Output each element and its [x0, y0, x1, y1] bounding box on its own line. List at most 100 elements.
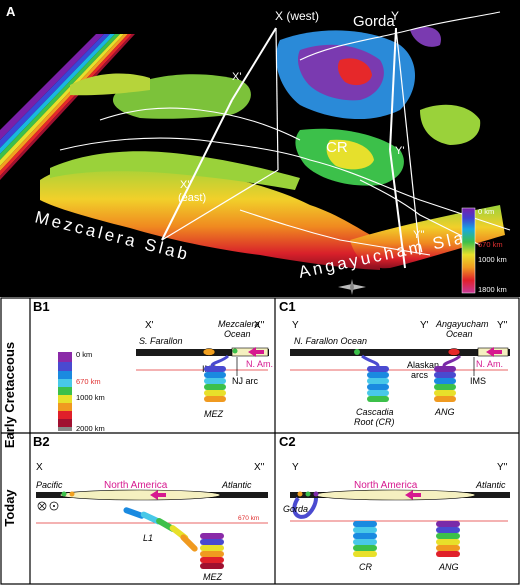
c2-north-america: North America [354, 480, 418, 491]
section-x-lower-line [161, 99, 233, 241]
c2-ang-slab [436, 521, 460, 557]
label-x-dprime: X'' [180, 179, 192, 191]
c1-ims: IMS [470, 376, 486, 386]
panel-b1-depth-scale: 0 km 670 km 1000 km 2000 km [58, 350, 105, 433]
section-lines [161, 27, 421, 269]
b1-ins-arc [202, 348, 216, 356]
b1-n-am: N. Am. [246, 359, 273, 369]
b1-mez: MEZ [204, 409, 224, 419]
northern-blob [420, 104, 481, 145]
b1-s-farallon: S. Farallon [139, 336, 183, 346]
c2-cr-slab [353, 521, 377, 557]
label-y: Y [391, 9, 399, 23]
b1-end-left: X' [145, 320, 154, 331]
b2-end-right: X'' [254, 462, 265, 473]
b1-scale-670km: 670 km [76, 377, 101, 386]
scale-0km: 0 km [478, 207, 494, 216]
panel-a-depth-scale: 0 km 670 km 1000 km 1800 km [461, 207, 507, 294]
rainbow-stripe [0, 34, 135, 180]
scale-670km: 670 km [478, 240, 503, 249]
c2-cr: CR [359, 562, 372, 572]
scale-1000km: 1000 km [478, 255, 507, 264]
c1-angayucham-2: Ocean [446, 329, 473, 339]
b1-scale-1000km: 1000 km [76, 393, 105, 402]
b2-670km: 670 km [238, 515, 259, 522]
side-label-early: Early Cretaceous [2, 342, 17, 448]
panel-c2: C2 Y Y'' North America Atlantic Gorda CR [279, 434, 510, 572]
section-x-line [231, 27, 277, 101]
b2-mez-slab [200, 533, 224, 569]
c1-n-am: N. Am. [476, 359, 503, 369]
label-cr: CR [326, 139, 348, 156]
c1-angayucham-1: Angayucham [435, 319, 489, 329]
gorda-purple [410, 26, 441, 47]
c1-cascadia-1: Cascadia [356, 407, 394, 417]
b2-atlantic: Atlantic [221, 480, 252, 490]
section-y-lower-line [389, 149, 406, 269]
c1-green-mark [354, 349, 360, 355]
c1-ang-slab [434, 354, 462, 402]
c2-continent [314, 489, 476, 501]
b2-plate-motion-icons [37, 501, 59, 511]
c2-arrow-icon [405, 490, 413, 500]
b1-arrow-icon [248, 347, 256, 357]
section-x-vertical [275, 27, 279, 171]
panel-b2: B2 X X'' Pacific North America Atlantic … [33, 434, 268, 582]
b1-nj-arc-mark [232, 348, 238, 354]
b2-l1: L1 [143, 533, 153, 543]
section-y-line [389, 27, 397, 151]
panel-c1-label: C1 [279, 299, 296, 314]
section-x-base [161, 169, 279, 241]
b1-mez-slab [204, 354, 230, 402]
cr-core [326, 139, 374, 170]
c1-oceanic-plate [290, 349, 510, 356]
c1-alaskan-2: arcs [411, 370, 429, 380]
label-y-dprime: Y'' [413, 229, 425, 241]
c1-n-farallon: N. Farallon Ocean [294, 336, 367, 346]
b1-scale-2000km: 2000 km [76, 424, 105, 433]
b2-arrow-icon [150, 490, 158, 500]
b2-mez: MEZ [203, 572, 223, 582]
panel-b1: B1 0 km 670 km 1000 km 2000 km X' X'' S.… [33, 299, 273, 433]
panel-b2-label: B2 [33, 434, 50, 449]
label-east: (east) [178, 192, 206, 204]
label-x-prime: X' [232, 71, 241, 83]
b1-oceanic-plate [136, 349, 269, 356]
c1-end-mid: Y' [420, 320, 429, 331]
c1-arrow-icon [486, 347, 494, 357]
c1-end-right: Y'' [497, 320, 508, 331]
label-y-prime: Y' [395, 145, 404, 157]
panel-b1-label: B1 [33, 299, 50, 314]
label-gorda: Gorda [353, 13, 395, 30]
c1-cascadia-slab [361, 354, 389, 402]
b1-end-right: X'' [254, 320, 265, 331]
b2-continent [59, 489, 221, 501]
c2-end-left: Y [292, 462, 299, 473]
b2-north-america: North America [104, 480, 168, 491]
c1-ang: ANG [434, 407, 455, 417]
c1-cascadia-2: Root (CR) [354, 417, 395, 427]
b1-mezcalera-2: Ocean [224, 329, 251, 339]
scale-1800km: 1800 km [478, 285, 507, 294]
b2-end-left: X [36, 462, 43, 473]
c2-end-right: Y'' [497, 462, 508, 473]
c2-atlantic: Atlantic [475, 480, 506, 490]
section-y-outer [395, 27, 421, 256]
c1-alaskan-arc [447, 348, 461, 356]
c2-ang: ANG [438, 562, 459, 572]
panel-a-label: A [6, 4, 16, 19]
western-slab-shape [70, 73, 150, 96]
side-label-today: Today [2, 489, 17, 527]
panel-frames [0, 297, 520, 585]
b1-scale-0km: 0 km [76, 350, 92, 359]
panel-c2-label: C2 [279, 434, 296, 449]
label-x-west: X (west) [275, 9, 319, 23]
slab-top-green [50, 151, 300, 190]
b1-mezcalera-1: Mezcalera [218, 319, 260, 329]
b1-nj-arc: NJ arc [232, 376, 259, 386]
panel-a: A X (west) Gorda Y X' CR Y' X'' (east) Y… [0, 0, 520, 297]
panel-c1: C1 Y Y' Y'' N. Farallon Ocean Angayucham… [279, 299, 510, 427]
mezcalera-slab-shape [40, 160, 380, 270]
c1-end-left: Y [292, 320, 299, 331]
